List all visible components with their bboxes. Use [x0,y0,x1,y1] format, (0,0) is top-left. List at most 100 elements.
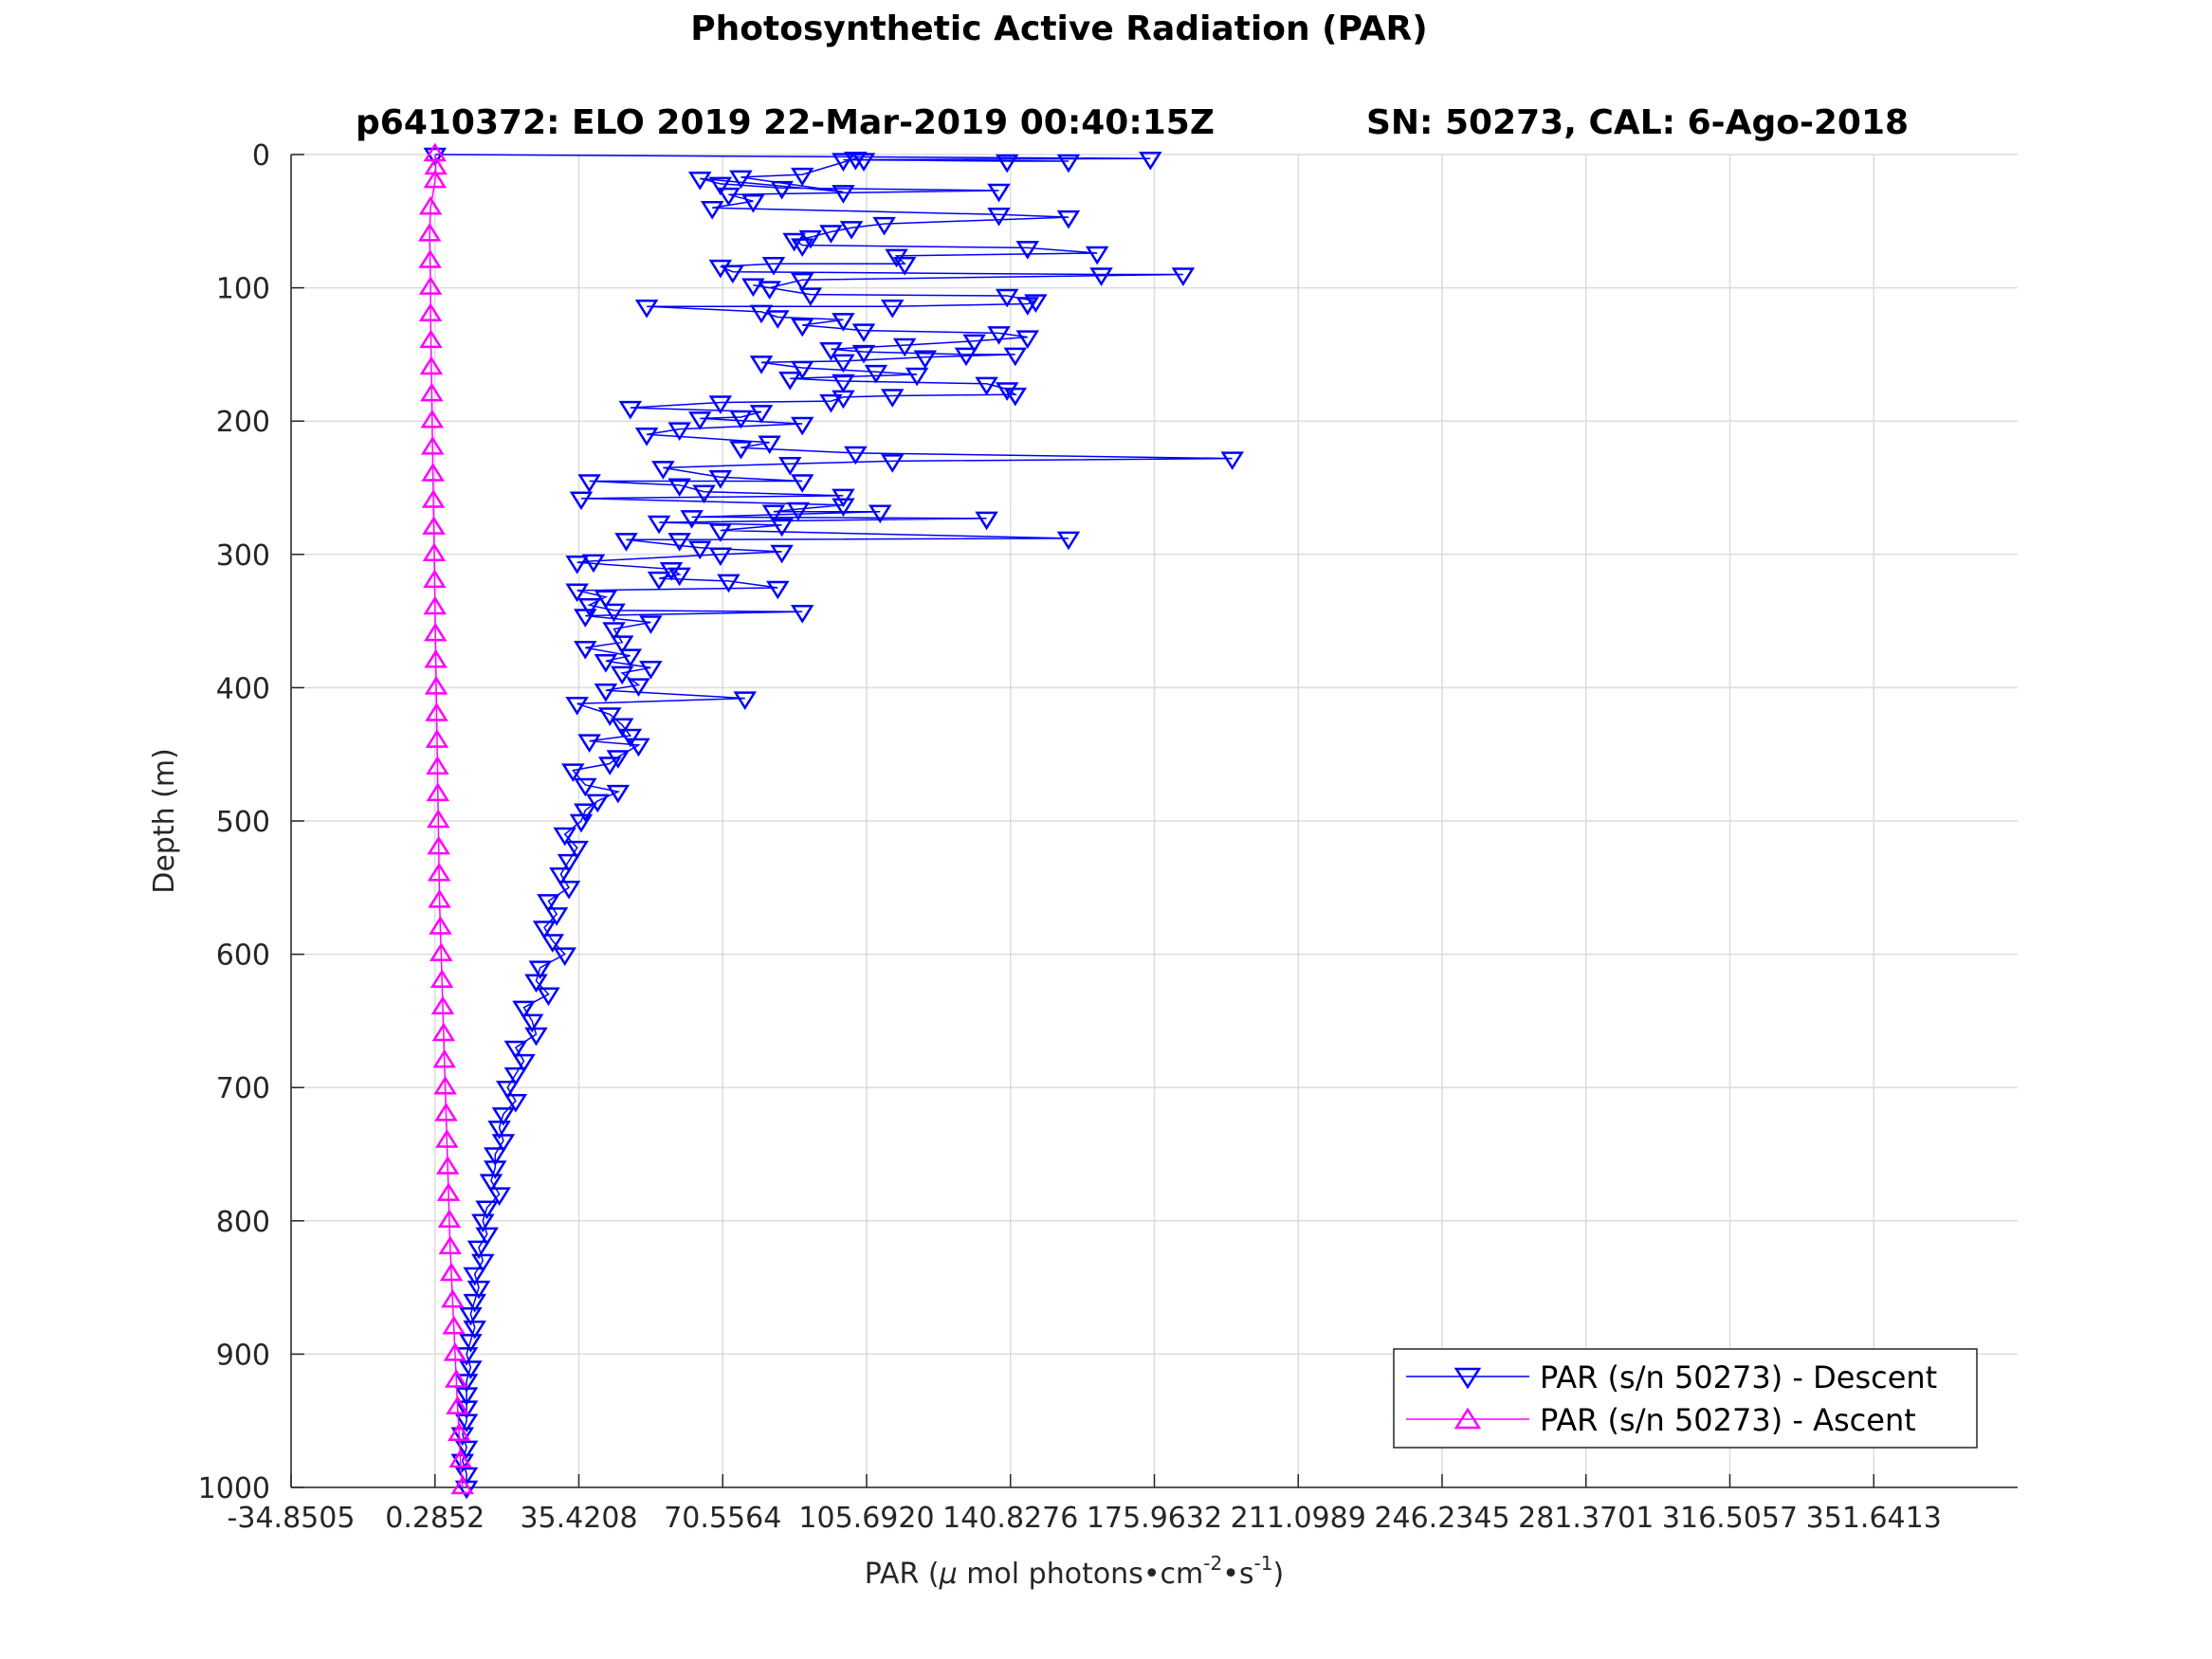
data-point-marker [418,249,442,268]
data-point-marker [700,200,724,220]
series-descent [423,147,1244,1500]
data-point-marker [557,881,581,900]
data-point-marker [708,395,733,414]
data-point-marker [459,1306,483,1326]
y-tick-label: 0 [252,139,270,173]
data-point-marker [770,180,794,200]
data-point-marker [577,597,601,617]
data-point-marker [466,1240,491,1260]
legend-ascent-marker [1453,1407,1482,1430]
data-point-marker [892,337,917,357]
data-point-marker [471,1213,495,1233]
data-point-marker [565,583,589,603]
data-point-marker [426,782,450,802]
x-tick-label: 246.2345 [1374,1502,1509,1535]
data-point-marker [454,1374,479,1393]
data-point-marker [687,172,712,191]
y-tick-label: 500 [216,806,270,839]
data-point-marker [597,757,622,775]
data-point-marker [496,1080,520,1100]
data-point-marker [819,393,843,413]
data-point-marker [528,960,553,980]
y-axis-label: Depth (m) [148,748,181,894]
data-point-marker [569,491,594,511]
y-tick-labels: 0 100 200 300 400 500 600 700 800 900 1000 [198,139,270,1505]
y-tick-label: 400 [216,672,270,705]
data-point-marker [839,221,864,240]
data-point-marker [778,456,802,476]
legend: PAR (s/n 50273) - Descent PAR (s/n 50273… [1393,1348,1978,1449]
data-point-marker [424,648,448,668]
x-axis-label-dot: •s [1222,1558,1253,1591]
data-point-marker [540,934,565,953]
data-point-marker [549,866,573,886]
data-point-marker [450,1475,475,1495]
data-point-marker [581,554,606,574]
data-point-marker [454,1413,479,1433]
data-point-marker [975,511,998,531]
data-point-marker [647,571,671,591]
data-point-marker [418,302,443,321]
data-point-marker [435,1156,460,1175]
data-point-marker [420,409,445,428]
data-point-marker [491,1107,516,1126]
data-point-marker [766,580,790,600]
axes-frame [290,154,2018,1488]
data-point-marker [537,894,560,913]
data-point-marker [1220,451,1244,470]
data-point-marker [1171,267,1196,286]
data-point-marker [594,654,618,673]
data-point-marker [880,454,905,473]
data-point-marker [987,183,1011,203]
data-point-marker [446,1395,469,1414]
data-point-marker [419,329,443,349]
data-point-marker [708,176,733,196]
data-point-marker [995,288,1019,308]
data-point-marker [421,463,445,482]
data-point-marker [667,533,691,552]
data-point-marker [729,410,753,429]
x-axis-label-mid: mol photons•cm [958,1558,1204,1591]
data-point-marker [454,1440,479,1460]
data-point-marker [577,734,601,753]
data-point-marker [868,504,892,524]
data-point-marker [708,523,733,542]
x-tick-label: 35.4208 [520,1502,637,1535]
data-point-marker [692,484,716,504]
data-point-marker [430,942,453,961]
data-point-marker [484,1147,507,1166]
data-point-marker [428,889,451,908]
data-point-marker [987,326,1011,345]
x-tick-label: 105.6920 [798,1502,934,1535]
data-point-marker [442,1315,466,1335]
x-axis-label-exp2: -1 [1254,1552,1273,1575]
data-point-marker [1085,246,1109,265]
data-point-marker [422,542,447,562]
data-point-marker [423,142,448,162]
data-point-marker [1024,294,1048,314]
data-point-marker [880,300,905,319]
x-tick-label: 211.0989 [1231,1502,1366,1535]
data-point-marker [597,707,622,726]
data-point-marker [741,193,765,213]
data-point-marker [610,718,634,738]
grid-lines [290,154,2018,1488]
data-point-marker [832,498,855,518]
data-point-marker [574,640,597,660]
data-point-marker [432,1048,457,1068]
data-point-marker [790,167,814,187]
data-point-marker [425,729,449,748]
x-tick-label: 175.9632 [1087,1502,1222,1535]
data-point-marker [427,809,450,829]
data-point-marker [1015,330,1040,349]
y-tick-label: 300 [216,539,270,573]
data-point-marker [424,676,448,695]
data-point-marker [1056,210,1081,229]
data-point-marker [586,793,610,813]
data-point-marker [1056,531,1081,551]
data-point-marker [448,1449,472,1468]
data-point-marker [634,428,659,447]
data-point-marker [557,853,581,873]
data-point-marker [425,702,448,721]
